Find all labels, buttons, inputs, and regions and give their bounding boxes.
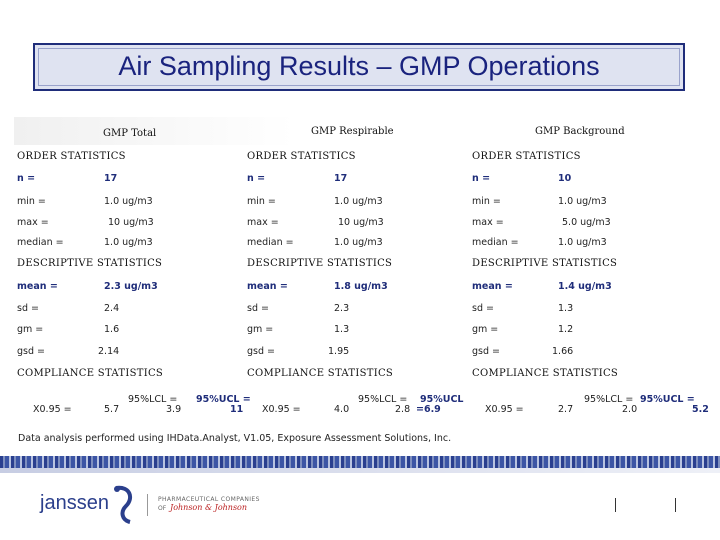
compliance-lcl-value: 3.9 [166,404,182,415]
stat-value: 1.0 ug/m3 [104,196,153,207]
compliance-ucl-label: 95%UCL = [196,394,251,405]
stat-label: gsd = [247,346,275,357]
stat-label: COMPLIANCE STATISTICS [17,368,164,379]
column-header: GMP Total [103,128,157,139]
stat-label: ORDER STATISTICS [17,151,126,162]
stat-label: mean = [17,281,58,292]
stat-label: max = [247,217,279,228]
janssen-swirl-icon [114,485,133,524]
stat-label: gsd = [472,346,500,357]
of-text: OF [158,505,167,512]
stat-label: gsd = [17,346,45,357]
stat-label: gm = [247,324,274,335]
decorative-stripe-light [0,468,720,473]
compliance-x-value: 5.7 [104,404,120,415]
compliance-x-label: X0.95 = [485,404,524,415]
compliance-ucl-value: =6.9 [416,404,441,415]
title-box: Air Sampling Results – GMP Operations [33,43,685,91]
stat-label: gm = [17,324,44,335]
footer-bar-1 [615,498,616,512]
stat-label: ORDER STATISTICS [247,151,356,162]
stat-value: 1.3 [558,303,574,314]
decorative-stripe [0,456,720,468]
page-title: Air Sampling Results – GMP Operations [118,51,600,81]
header-shade [14,117,714,145]
stat-value: 10 ug/m3 [108,217,154,228]
stat-label: sd = [472,303,494,314]
compliance-lcl-value: 2.0 [622,404,638,415]
stat-label: DESCRIPTIVE STATISTICS [472,258,618,269]
stat-label: mean = [472,281,513,292]
jj-logo-text: Johnson & Johnson [170,503,248,512]
stat-label: min = [247,196,276,207]
column-header: GMP Respirable [311,126,394,137]
compliance-lcl-value: 2.8 [395,404,411,415]
stat-label: mean = [247,281,288,292]
stat-value: 17 [104,173,118,184]
stat-value: 1.0 ug/m3 [104,237,153,248]
stat-label: sd = [17,303,39,314]
compliance-lcl-label: 95%LCL = [584,394,634,405]
footer-bar-2 [675,498,676,512]
compliance-x-label: X0.95 = [33,404,72,415]
stat-label: median = [17,237,64,248]
stat-value: 10 ug/m3 [338,217,384,228]
stat-label: sd = [247,303,269,314]
stat-label: min = [17,196,46,207]
logo-divider [147,494,148,516]
stat-value: 2.4 [104,303,120,314]
stat-label: n = [247,173,266,184]
stat-value: 1.6 [104,324,120,335]
stat-value: 1.2 [558,324,574,335]
stat-value: 1.4 ug/m3 [558,281,612,292]
stat-value: 10 [558,173,572,184]
stat-label: max = [472,217,504,228]
column-header: GMP Background [535,126,625,137]
pharma-line: PHARMACEUTICAL COMPANIES [158,496,260,503]
compliance-ucl-label: 95%UCL [420,394,464,405]
stat-label: COMPLIANCE STATISTICS [472,368,619,379]
compliance-lcl-label: 95%LCL = [358,394,408,405]
stat-value: 1.0 ug/m3 [334,196,383,207]
stat-label: median = [472,237,519,248]
stat-label: COMPLIANCE STATISTICS [247,368,394,379]
compliance-ucl-label: 95%UCL = [640,394,695,405]
footnote: Data analysis performed using IHData.Ana… [18,433,452,444]
compliance-ucl-value: 5.2 [692,404,709,415]
stat-label: ORDER STATISTICS [472,151,581,162]
stat-label: n = [17,173,36,184]
stat-value: 17 [334,173,348,184]
compliance-ucl-value: 11 [230,404,244,415]
stat-value: 2.14 [98,346,120,357]
stat-label: median = [247,237,294,248]
compliance-x-value: 2.7 [558,404,574,415]
stat-label: min = [472,196,501,207]
compliance-x-label: X0.95 = [262,404,301,415]
stat-value: 1.8 ug/m3 [334,281,388,292]
title-inner-border [38,48,680,86]
stat-value: 1.0 ug/m3 [334,237,383,248]
stat-label: DESCRIPTIVE STATISTICS [17,258,163,269]
stat-value: 1.0 ug/m3 [558,196,607,207]
stat-label: gm = [472,324,499,335]
stat-value: 2.3 ug/m3 [104,281,158,292]
compliance-x-value: 4.0 [334,404,350,415]
stat-value: 5.0 ug/m3 [562,217,611,228]
stat-label: n = [472,173,491,184]
stat-label: DESCRIPTIVE STATISTICS [247,258,393,269]
compliance-lcl-label: 95%LCL = [128,394,178,405]
stat-value: 1.0 ug/m3 [558,237,607,248]
stat-value: 1.95 [328,346,350,357]
stat-value: 2.3 [334,303,350,314]
janssen-logo-text: janssen [40,492,109,514]
stat-value: 1.66 [552,346,574,357]
stat-label: max = [17,217,49,228]
stat-value: 1.3 [334,324,350,335]
